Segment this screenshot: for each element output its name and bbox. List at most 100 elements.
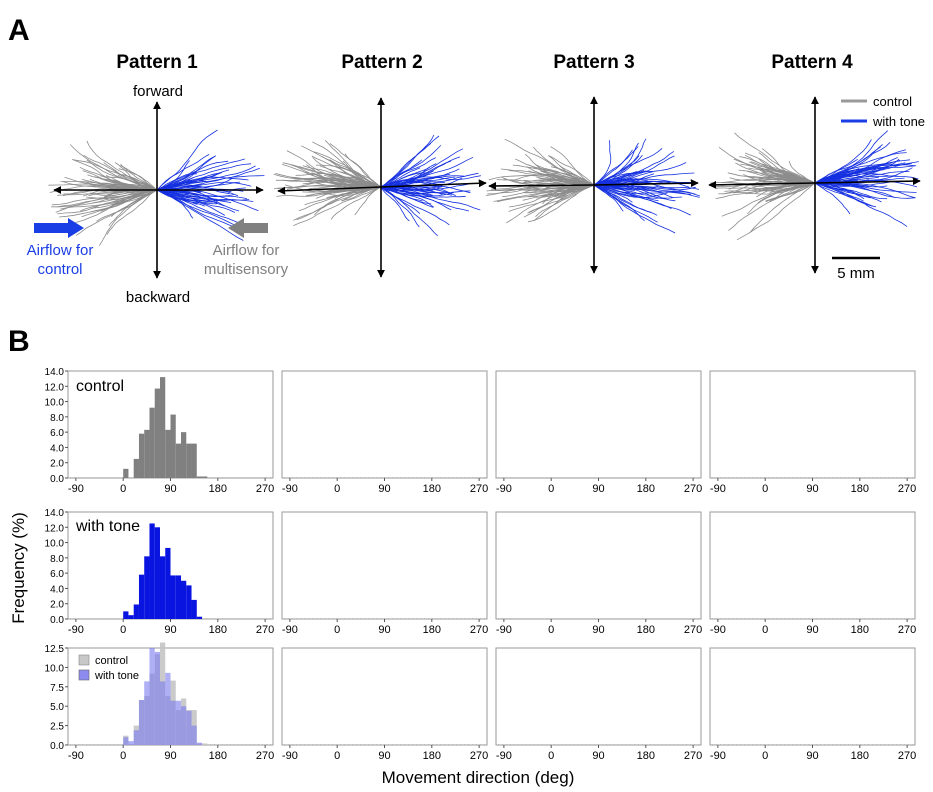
axes-pattern-2 <box>277 97 487 278</box>
tone-trajectory <box>593 146 639 186</box>
control-trajectory <box>772 182 816 201</box>
hist-frame <box>709 647 916 746</box>
with-tone-bar <box>154 527 160 619</box>
with-tone-bar <box>191 599 197 619</box>
x-tick-label: 270 <box>470 624 488 636</box>
x-tick-label: -90 <box>710 483 726 495</box>
tone-trajectory <box>380 175 481 188</box>
tone-trajectory <box>814 180 918 188</box>
control-trajectory <box>523 179 595 186</box>
x-tick-label: 90 <box>592 483 604 495</box>
x-tick-label: 180 <box>637 624 655 636</box>
control-trajectory <box>744 154 816 184</box>
x-tick-label: 0 <box>120 624 126 636</box>
x-tick-label: -90 <box>68 483 84 495</box>
y-tick-label: 12.5 <box>45 644 65 655</box>
tone-trajectory <box>380 186 423 202</box>
control-trajectory <box>339 185 382 193</box>
x-tick-label: -90 <box>68 750 84 762</box>
with-tone-bar <box>144 556 150 619</box>
axis-right-arrow <box>814 177 921 186</box>
x-tick-label: -90 <box>496 750 512 762</box>
x-tick-label: 180 <box>423 750 441 762</box>
tone-trajectory <box>593 184 676 234</box>
x-tick-label: -90 <box>710 750 726 762</box>
overlay-tone-bar <box>175 700 182 745</box>
y-tick-label: 12.0 <box>45 382 65 393</box>
control-bar <box>138 433 145 478</box>
x-tick-label: 90 <box>806 624 818 636</box>
x-tick-label: 180 <box>209 483 227 495</box>
axis-left-arrow <box>708 180 816 189</box>
overlay-legend-tone-swatch <box>78 669 90 681</box>
x-tick-label: 180 <box>423 483 441 495</box>
control-trajectory <box>60 189 158 210</box>
control-trajectory <box>761 148 816 184</box>
x-tick-label: 270 <box>898 624 916 636</box>
tone-trajectory <box>156 189 226 216</box>
hist-frame <box>495 511 702 620</box>
axes-pattern-3 <box>488 96 699 274</box>
y-tick-label: 12.0 <box>45 523 65 534</box>
control-bar <box>191 443 197 478</box>
x-tick-label: 90 <box>378 483 390 495</box>
overlay-tone-bar <box>154 651 160 745</box>
control-trajectory <box>550 166 595 186</box>
x-tick-label: 90 <box>164 624 176 636</box>
y-tick-label: 10.0 <box>45 398 65 409</box>
overlay-tone-bar <box>123 737 129 745</box>
overlay-tone-bar <box>191 725 197 745</box>
overlay-legend-control-label: control <box>95 655 128 667</box>
control-trajectory <box>493 184 595 202</box>
x-tick-label: 270 <box>470 483 488 495</box>
x-tick-label: 90 <box>592 750 604 762</box>
y-tick-label: 8.0 <box>50 554 64 565</box>
tone-trajectory <box>380 143 432 188</box>
tone-trajectory <box>380 186 470 212</box>
x-tick-label: 0 <box>762 483 768 495</box>
tone-trajectory <box>814 169 861 184</box>
with-tone-bar <box>181 580 187 619</box>
tone-trajectory <box>814 182 877 208</box>
tone-trajectory <box>593 151 675 186</box>
y-tick-label: 8.0 <box>50 413 64 424</box>
overlay-tone-bar <box>144 681 150 745</box>
x-tick-label: 180 <box>637 483 655 495</box>
control-bar <box>186 443 192 478</box>
hist-frame <box>709 511 916 620</box>
x-tick-label: 0 <box>548 624 554 636</box>
x-tick-label: -90 <box>496 483 512 495</box>
control-bar <box>196 476 203 478</box>
control-bar <box>144 429 150 478</box>
tone-trajectory <box>593 184 682 199</box>
tone-trajectory <box>156 160 229 191</box>
tone-trajectory <box>814 165 879 184</box>
control-trajectory <box>117 174 158 191</box>
overlay-tone-bar <box>149 648 155 745</box>
y-tick-label: 14.0 <box>45 367 65 378</box>
with-tone-bar <box>170 575 176 619</box>
overlay-tone-bar <box>186 710 192 745</box>
backward-label: backward <box>126 289 190 306</box>
x-tick-label: 270 <box>684 624 702 636</box>
control-trajectory <box>330 186 382 220</box>
forward-label: forward <box>133 83 183 100</box>
with-tone-bar <box>175 575 182 619</box>
control-trajectory <box>71 189 158 225</box>
x-tick-label: 90 <box>592 624 604 636</box>
tone-trajectory <box>593 184 700 198</box>
scale-bar-label: 5 mm <box>837 265 875 282</box>
with-tone-bar <box>186 585 192 619</box>
tone-trajectory <box>593 184 624 212</box>
tone-trajectory <box>156 173 198 191</box>
tone-trajectory <box>380 148 464 188</box>
control-trajectory <box>488 174 595 186</box>
control-trajectory <box>758 158 816 184</box>
x-axis-label: Movement direction (deg) <box>382 768 575 787</box>
control-bar <box>133 458 139 478</box>
control-trajectory <box>118 168 158 191</box>
x-tick-label: 90 <box>378 750 390 762</box>
overlay-tone-bar <box>196 742 203 745</box>
tone-trajectory <box>380 135 440 188</box>
axis-right-arrow <box>380 179 487 188</box>
